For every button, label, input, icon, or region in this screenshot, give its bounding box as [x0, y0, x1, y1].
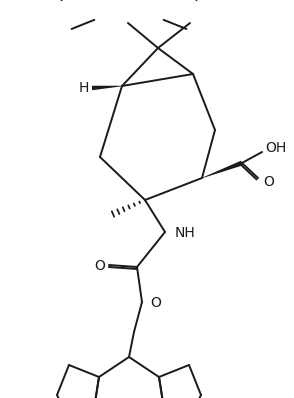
- Polygon shape: [202, 161, 243, 178]
- Text: O: O: [95, 259, 106, 273]
- Polygon shape: [92, 86, 122, 90]
- Text: NH: NH: [175, 226, 196, 240]
- Text: O: O: [150, 296, 161, 310]
- Text: OH: OH: [265, 141, 286, 155]
- Text: H: H: [79, 81, 89, 95]
- Text: O: O: [263, 175, 274, 189]
